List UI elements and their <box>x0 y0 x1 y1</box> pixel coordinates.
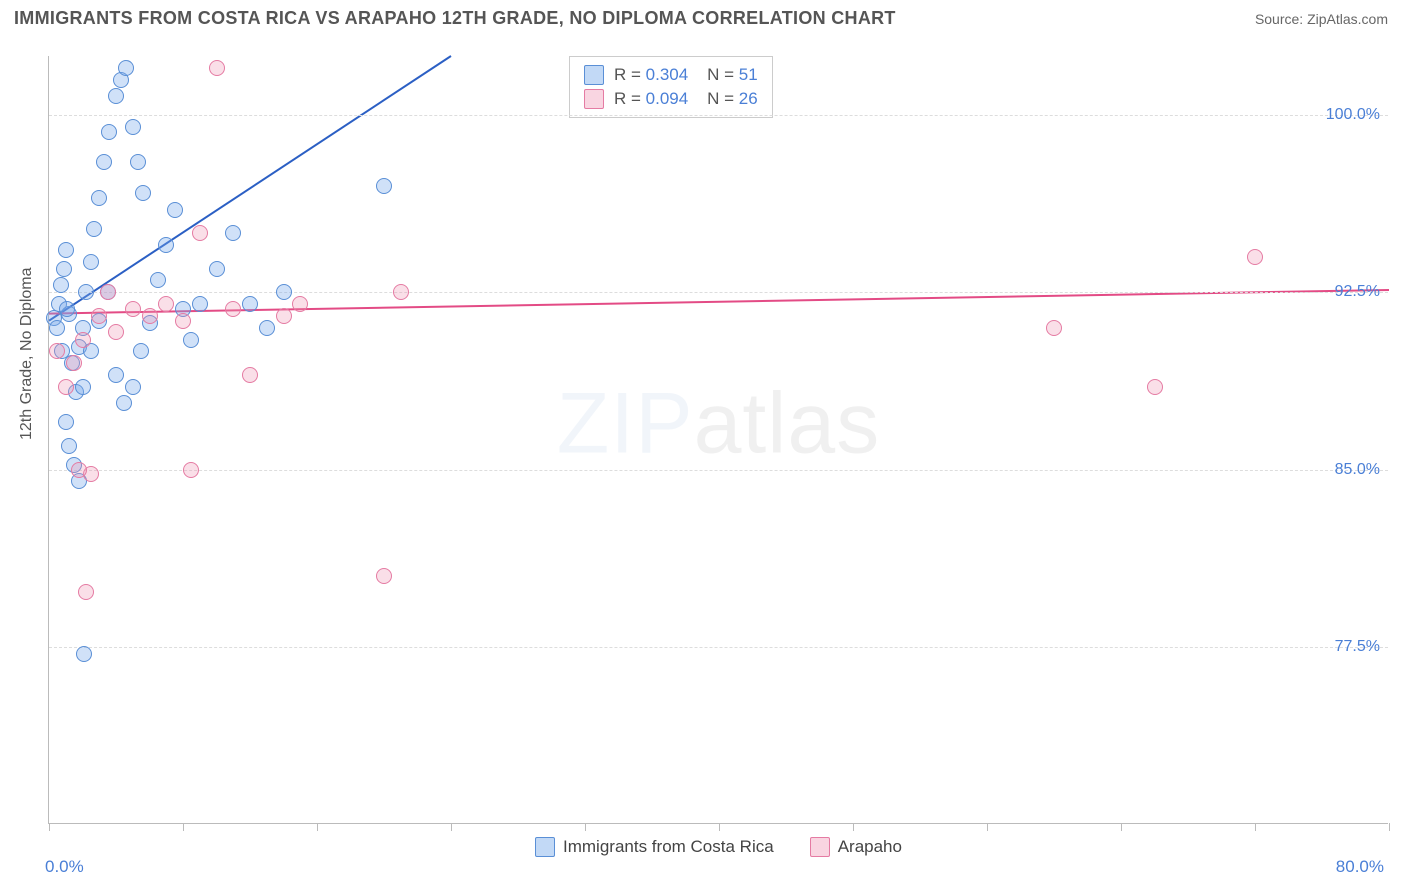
series-legend: Immigrants from Costa Rica Arapaho <box>49 837 1388 857</box>
x-max-label: 80.0% <box>1336 857 1384 877</box>
data-point <box>53 277 69 293</box>
data-point <box>125 301 141 317</box>
y-tick-label: 85.0% <box>1335 461 1380 479</box>
data-point <box>142 308 158 324</box>
data-point <box>78 584 94 600</box>
scatter-chart: ZIPatlas R = 0.304 N = 51 R = 0.094 N = … <box>48 56 1388 824</box>
x-tick <box>317 823 318 831</box>
data-point <box>1247 249 1263 265</box>
gridline <box>49 115 1388 116</box>
data-point <box>71 462 87 478</box>
data-point <box>59 301 75 317</box>
data-point <box>192 225 208 241</box>
y-tick-label: 92.5% <box>1335 283 1380 301</box>
y-tick-label: 100.0% <box>1326 106 1380 124</box>
data-point <box>125 119 141 135</box>
data-point <box>242 367 258 383</box>
data-point <box>130 154 146 170</box>
data-point <box>292 296 308 312</box>
data-point <box>175 313 191 329</box>
data-point <box>96 154 112 170</box>
data-point <box>49 343 65 359</box>
x-tick <box>183 823 184 831</box>
data-point <box>225 301 241 317</box>
data-point <box>150 272 166 288</box>
gridline <box>49 470 1388 471</box>
y-axis-title: 12th Grade, No Diploma <box>18 267 36 440</box>
swatch-icon <box>535 837 555 857</box>
data-point <box>376 178 392 194</box>
x-min-label: 0.0% <box>45 857 84 877</box>
data-point <box>108 367 124 383</box>
gridline <box>49 292 1388 293</box>
data-point <box>209 261 225 277</box>
data-point <box>66 355 82 371</box>
data-point <box>1046 320 1062 336</box>
data-point <box>192 296 208 312</box>
data-point <box>75 379 91 395</box>
x-tick <box>585 823 586 831</box>
x-tick <box>1121 823 1122 831</box>
trend-lines <box>49 56 1389 824</box>
data-point <box>259 320 275 336</box>
data-point <box>108 324 124 340</box>
data-point <box>75 332 91 348</box>
gridline <box>49 647 1388 648</box>
data-point <box>76 646 92 662</box>
data-point <box>86 221 102 237</box>
data-point <box>242 296 258 312</box>
legend-item-b: Arapaho <box>810 837 902 857</box>
swatch-icon <box>810 837 830 857</box>
data-point <box>135 185 151 201</box>
data-point <box>100 284 116 300</box>
data-point <box>209 60 225 76</box>
data-point <box>376 568 392 584</box>
data-point <box>1147 379 1163 395</box>
data-point <box>393 284 409 300</box>
data-point <box>116 395 132 411</box>
data-point <box>183 462 199 478</box>
data-point <box>183 332 199 348</box>
chart-title: IMMIGRANTS FROM COSTA RICA VS ARAPAHO 12… <box>14 8 896 29</box>
x-tick <box>1389 823 1390 831</box>
x-tick <box>1255 823 1256 831</box>
x-tick <box>719 823 720 831</box>
data-point <box>108 88 124 104</box>
data-point <box>133 343 149 359</box>
data-point <box>167 202 183 218</box>
data-point <box>91 190 107 206</box>
data-point <box>118 60 134 76</box>
data-point <box>91 308 107 324</box>
data-point <box>58 242 74 258</box>
data-point <box>78 284 94 300</box>
legend-item-a: Immigrants from Costa Rica <box>535 837 774 857</box>
x-tick <box>987 823 988 831</box>
data-point <box>158 237 174 253</box>
data-point <box>61 438 77 454</box>
data-point <box>58 379 74 395</box>
x-tick <box>49 823 50 831</box>
data-point <box>276 284 292 300</box>
data-point <box>83 254 99 270</box>
data-point <box>56 261 72 277</box>
data-point <box>58 414 74 430</box>
data-point <box>225 225 241 241</box>
x-tick <box>853 823 854 831</box>
y-tick-label: 77.5% <box>1335 638 1380 656</box>
data-point <box>101 124 117 140</box>
data-point <box>125 379 141 395</box>
x-tick <box>451 823 452 831</box>
data-point <box>49 320 65 336</box>
data-point <box>158 296 174 312</box>
source-label: Source: ZipAtlas.com <box>1255 11 1388 27</box>
data-point <box>276 308 292 324</box>
